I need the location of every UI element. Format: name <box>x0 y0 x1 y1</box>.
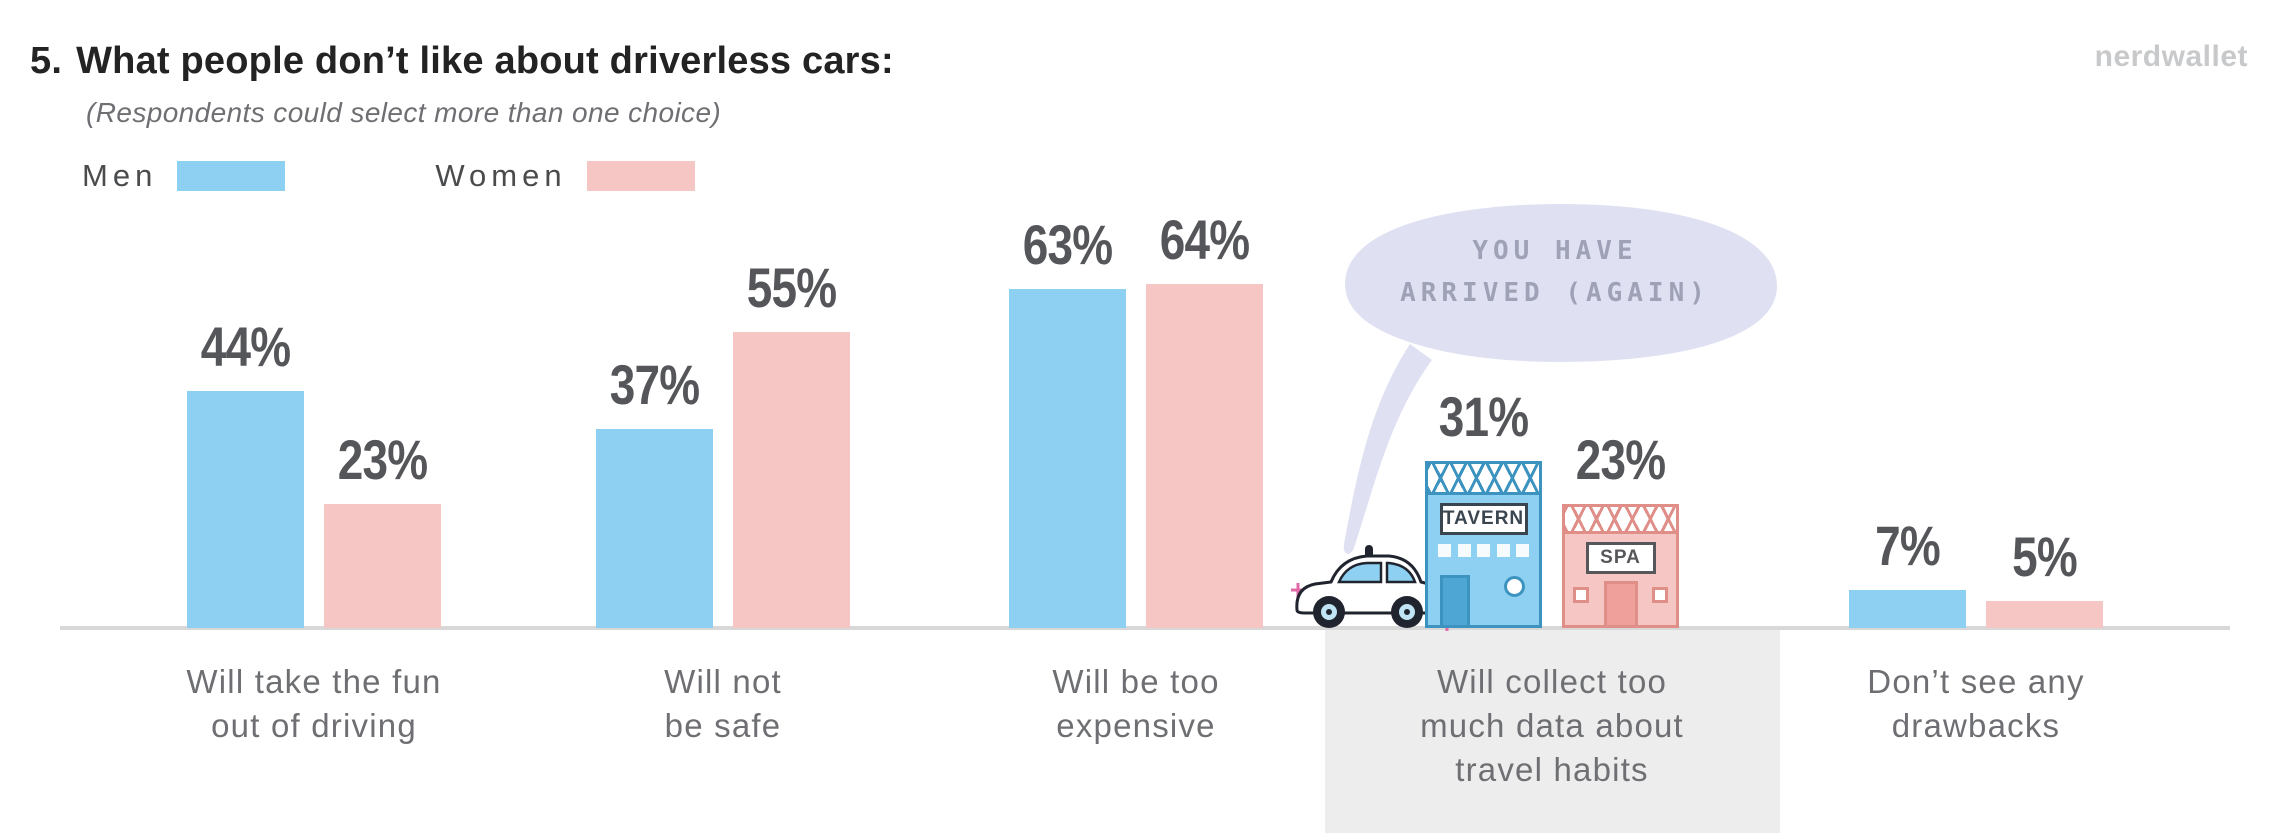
category-label-1: Will not be safe <box>664 663 782 744</box>
bar-men-0 <box>187 391 304 628</box>
bar-women-0 <box>324 504 441 628</box>
spa-window-left <box>1573 587 1589 603</box>
legend-women-label: Women <box>435 158 567 193</box>
driverless-car-illustration <box>1291 545 1452 631</box>
bar-men-1 <box>596 429 713 628</box>
tavern-door <box>1440 575 1470 625</box>
tavern-building: TAVERN <box>1425 461 1542 628</box>
value-label-women-4: 5% <box>2012 525 2078 588</box>
bar-women-4 <box>1986 601 2103 628</box>
spa-door <box>1603 581 1638 625</box>
category-label-2: Will be too expensive <box>1052 663 1220 744</box>
value-label-men-1: 37% <box>609 353 700 416</box>
spa-sign: SPA <box>1585 542 1656 574</box>
value-label-women-1: 55% <box>746 256 837 319</box>
bar-men-2 <box>1009 289 1126 628</box>
header: 5. What people don’t like about driverles… <box>30 40 894 129</box>
legend-women-swatch <box>586 161 695 191</box>
spa-window-right <box>1652 587 1668 603</box>
x-axis-line <box>60 626 2230 630</box>
tavern-windows <box>1428 544 1539 557</box>
title-line: 5. What people don’t like about driverles… <box>30 40 894 83</box>
speech-bubble <box>1343 204 1777 554</box>
legend-men-label: Men <box>82 158 158 193</box>
highlight-box <box>1325 628 1780 833</box>
tavern-roof-truss <box>1428 464 1539 495</box>
question-number: 5. <box>30 40 63 82</box>
bar-women-2 <box>1146 284 1263 628</box>
value-label-women-3: 23% <box>1575 428 1666 491</box>
speech-bubble-line2: ARRIVED (AGAIN) <box>1400 278 1710 308</box>
tavern-sign: TAVERN <box>1439 503 1528 535</box>
speech-bubble-line1: YOU HAVE <box>1472 236 1638 266</box>
value-label-men-2: 63% <box>1022 213 1113 276</box>
legend-men-swatch <box>177 161 286 191</box>
value-label-men-0: 44% <box>200 315 291 378</box>
category-label-3: Will collect too much data about travel ha… <box>1420 663 1684 788</box>
value-label-men-4: 7% <box>1875 514 1941 577</box>
tavern-round-window <box>1504 576 1525 597</box>
category-label-0: Will take the fun out of driving <box>186 663 442 744</box>
chart-subtitle: (Respondents could select more than one … <box>86 97 722 128</box>
spa-roof-truss <box>1565 507 1676 534</box>
category-label-4: Don’t see any drawbacks <box>1867 663 2085 744</box>
value-label-men-3: 31% <box>1438 385 1529 448</box>
value-label-women-2: 64% <box>1159 208 1250 271</box>
speech-bubble-text: YOU HAVE ARRIVED (AGAIN) <box>1355 230 1755 314</box>
spa-building: SPA <box>1562 504 1679 628</box>
value-label-women-0: 23% <box>337 428 428 491</box>
nerdwallet-logo: nerdwallet <box>2094 40 2248 73</box>
bar-women-1 <box>733 332 850 628</box>
page-title: What people don’t like about driverless … <box>76 40 894 82</box>
bar-men-4 <box>1849 590 1966 628</box>
chart-legend: Men Women <box>82 158 695 194</box>
